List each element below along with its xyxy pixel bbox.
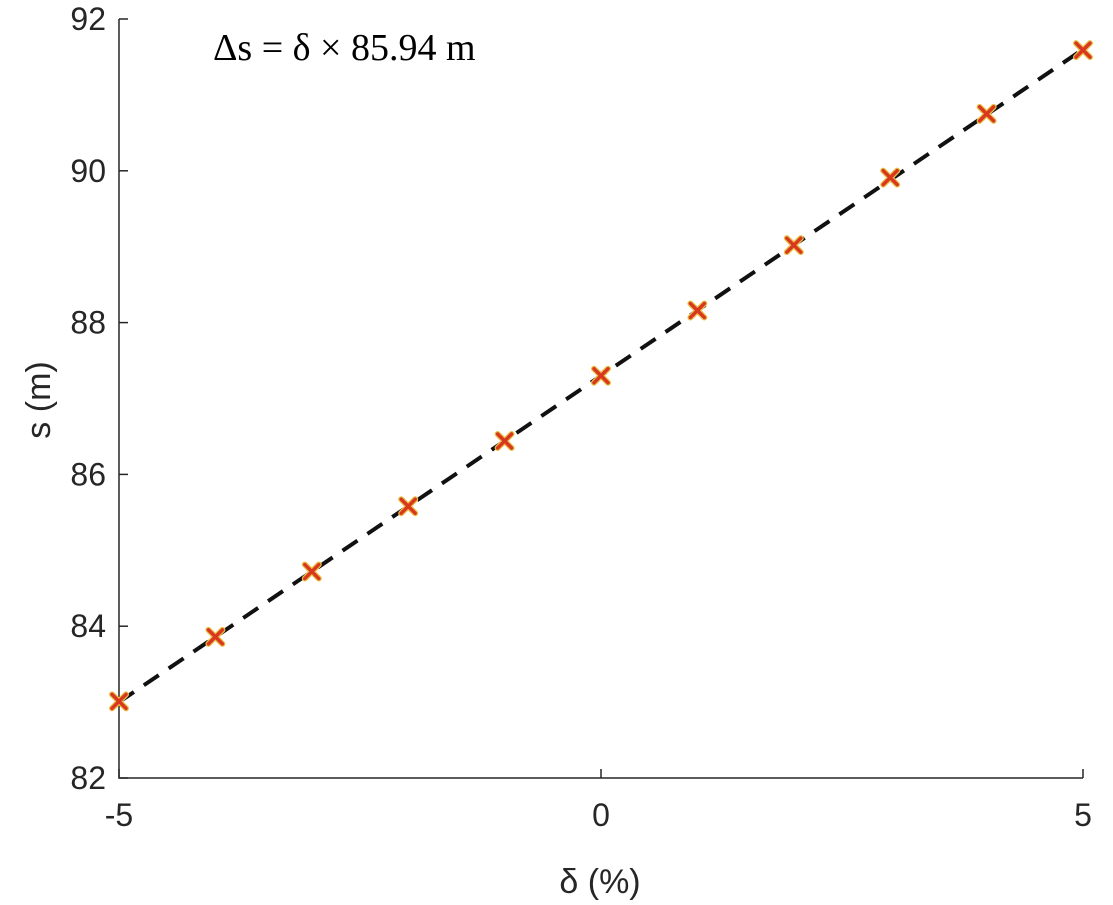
data-point xyxy=(976,103,997,124)
y-tick-label: 92 xyxy=(70,1,106,37)
markers xyxy=(109,40,1093,712)
y-axis-label: s (m) xyxy=(20,361,58,438)
y-tick-label: 82 xyxy=(70,760,106,796)
x-axis-label: δ (%) xyxy=(559,863,640,901)
data-point xyxy=(687,300,708,321)
data-point xyxy=(494,431,515,452)
y-tick-label: 84 xyxy=(70,608,106,644)
data-point xyxy=(1073,40,1093,61)
data-point xyxy=(591,365,611,386)
data-point xyxy=(205,626,226,647)
y-tick-label: 90 xyxy=(70,153,106,189)
x-tick-label: 5 xyxy=(1074,797,1092,833)
y-tick-label: 86 xyxy=(70,456,106,492)
data-point xyxy=(301,561,322,582)
ticks: -5 0 5 82 84 86 88 90 92 xyxy=(70,1,1091,833)
x-tick-label: -5 xyxy=(105,797,133,833)
data-point xyxy=(109,691,129,712)
x-tick-label: 0 xyxy=(592,797,610,833)
equation-annotation: Δs = δ × 85.94 m xyxy=(213,27,476,69)
data-point xyxy=(398,496,419,517)
axes xyxy=(118,19,1083,779)
axis-lines xyxy=(118,19,1083,779)
data-point xyxy=(783,235,804,256)
y-tick-label: 88 xyxy=(70,305,106,341)
data-point xyxy=(880,167,901,188)
